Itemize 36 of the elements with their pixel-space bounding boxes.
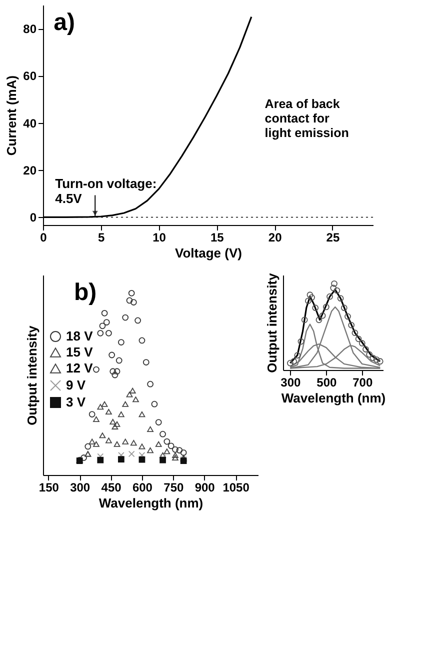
x-tick-label: 20 [268, 230, 282, 244]
x-axis-title: Voltage (V) [175, 246, 242, 260]
y-axis-title: Output intensity [24, 324, 40, 426]
x-tick-label: 500 [316, 376, 337, 390]
x-tick-label: 700 [352, 376, 373, 390]
x-tick-label: 0 [40, 230, 48, 244]
legend-label: 18 V [66, 328, 94, 344]
x-tick-label: 5 [98, 230, 106, 244]
x-tick-label: 150 [38, 480, 60, 494]
chart-title: b) [74, 279, 97, 306]
x-axis-title: Wavelength (nm) [281, 390, 386, 406]
y-tick-label: 80 [23, 22, 37, 36]
annotation: Turn-on voltage: 4.5V [55, 176, 157, 206]
x-tick-label: 10 [152, 230, 166, 244]
x-tick-label: 600 [132, 480, 153, 494]
y-axis-title: Output intensity [264, 272, 280, 373]
legend-label: 9 V [66, 378, 86, 392]
x-tick-label: 300 [280, 376, 302, 390]
x-axis-title: Wavelength (nm) [98, 496, 204, 510]
x-tick-label: 900 [194, 480, 216, 494]
legend-label: 3 V [66, 394, 86, 410]
y-tick-label: 20 [23, 164, 37, 178]
x-tick-label: 750 [164, 480, 184, 494]
x-tick-label: 25 [326, 230, 340, 244]
x-tick-label: 450 [101, 480, 122, 494]
y-tick-label: 0 [30, 210, 37, 225]
x-tick-label: 1050 [222, 480, 250, 494]
x-tick-label: 300 [70, 480, 90, 494]
annotation: Area of back contact for light emission [264, 96, 349, 140]
y-axis-title: Current (mA) [4, 75, 20, 156]
y-tick-label: 60 [23, 69, 37, 84]
legend-label: 15 V [66, 344, 94, 360]
y-tick-label: 40 [23, 116, 37, 130]
chart-title: a) [54, 9, 75, 36]
x-tick-label: 15 [210, 230, 224, 244]
legend-label: 12 V [66, 360, 94, 376]
